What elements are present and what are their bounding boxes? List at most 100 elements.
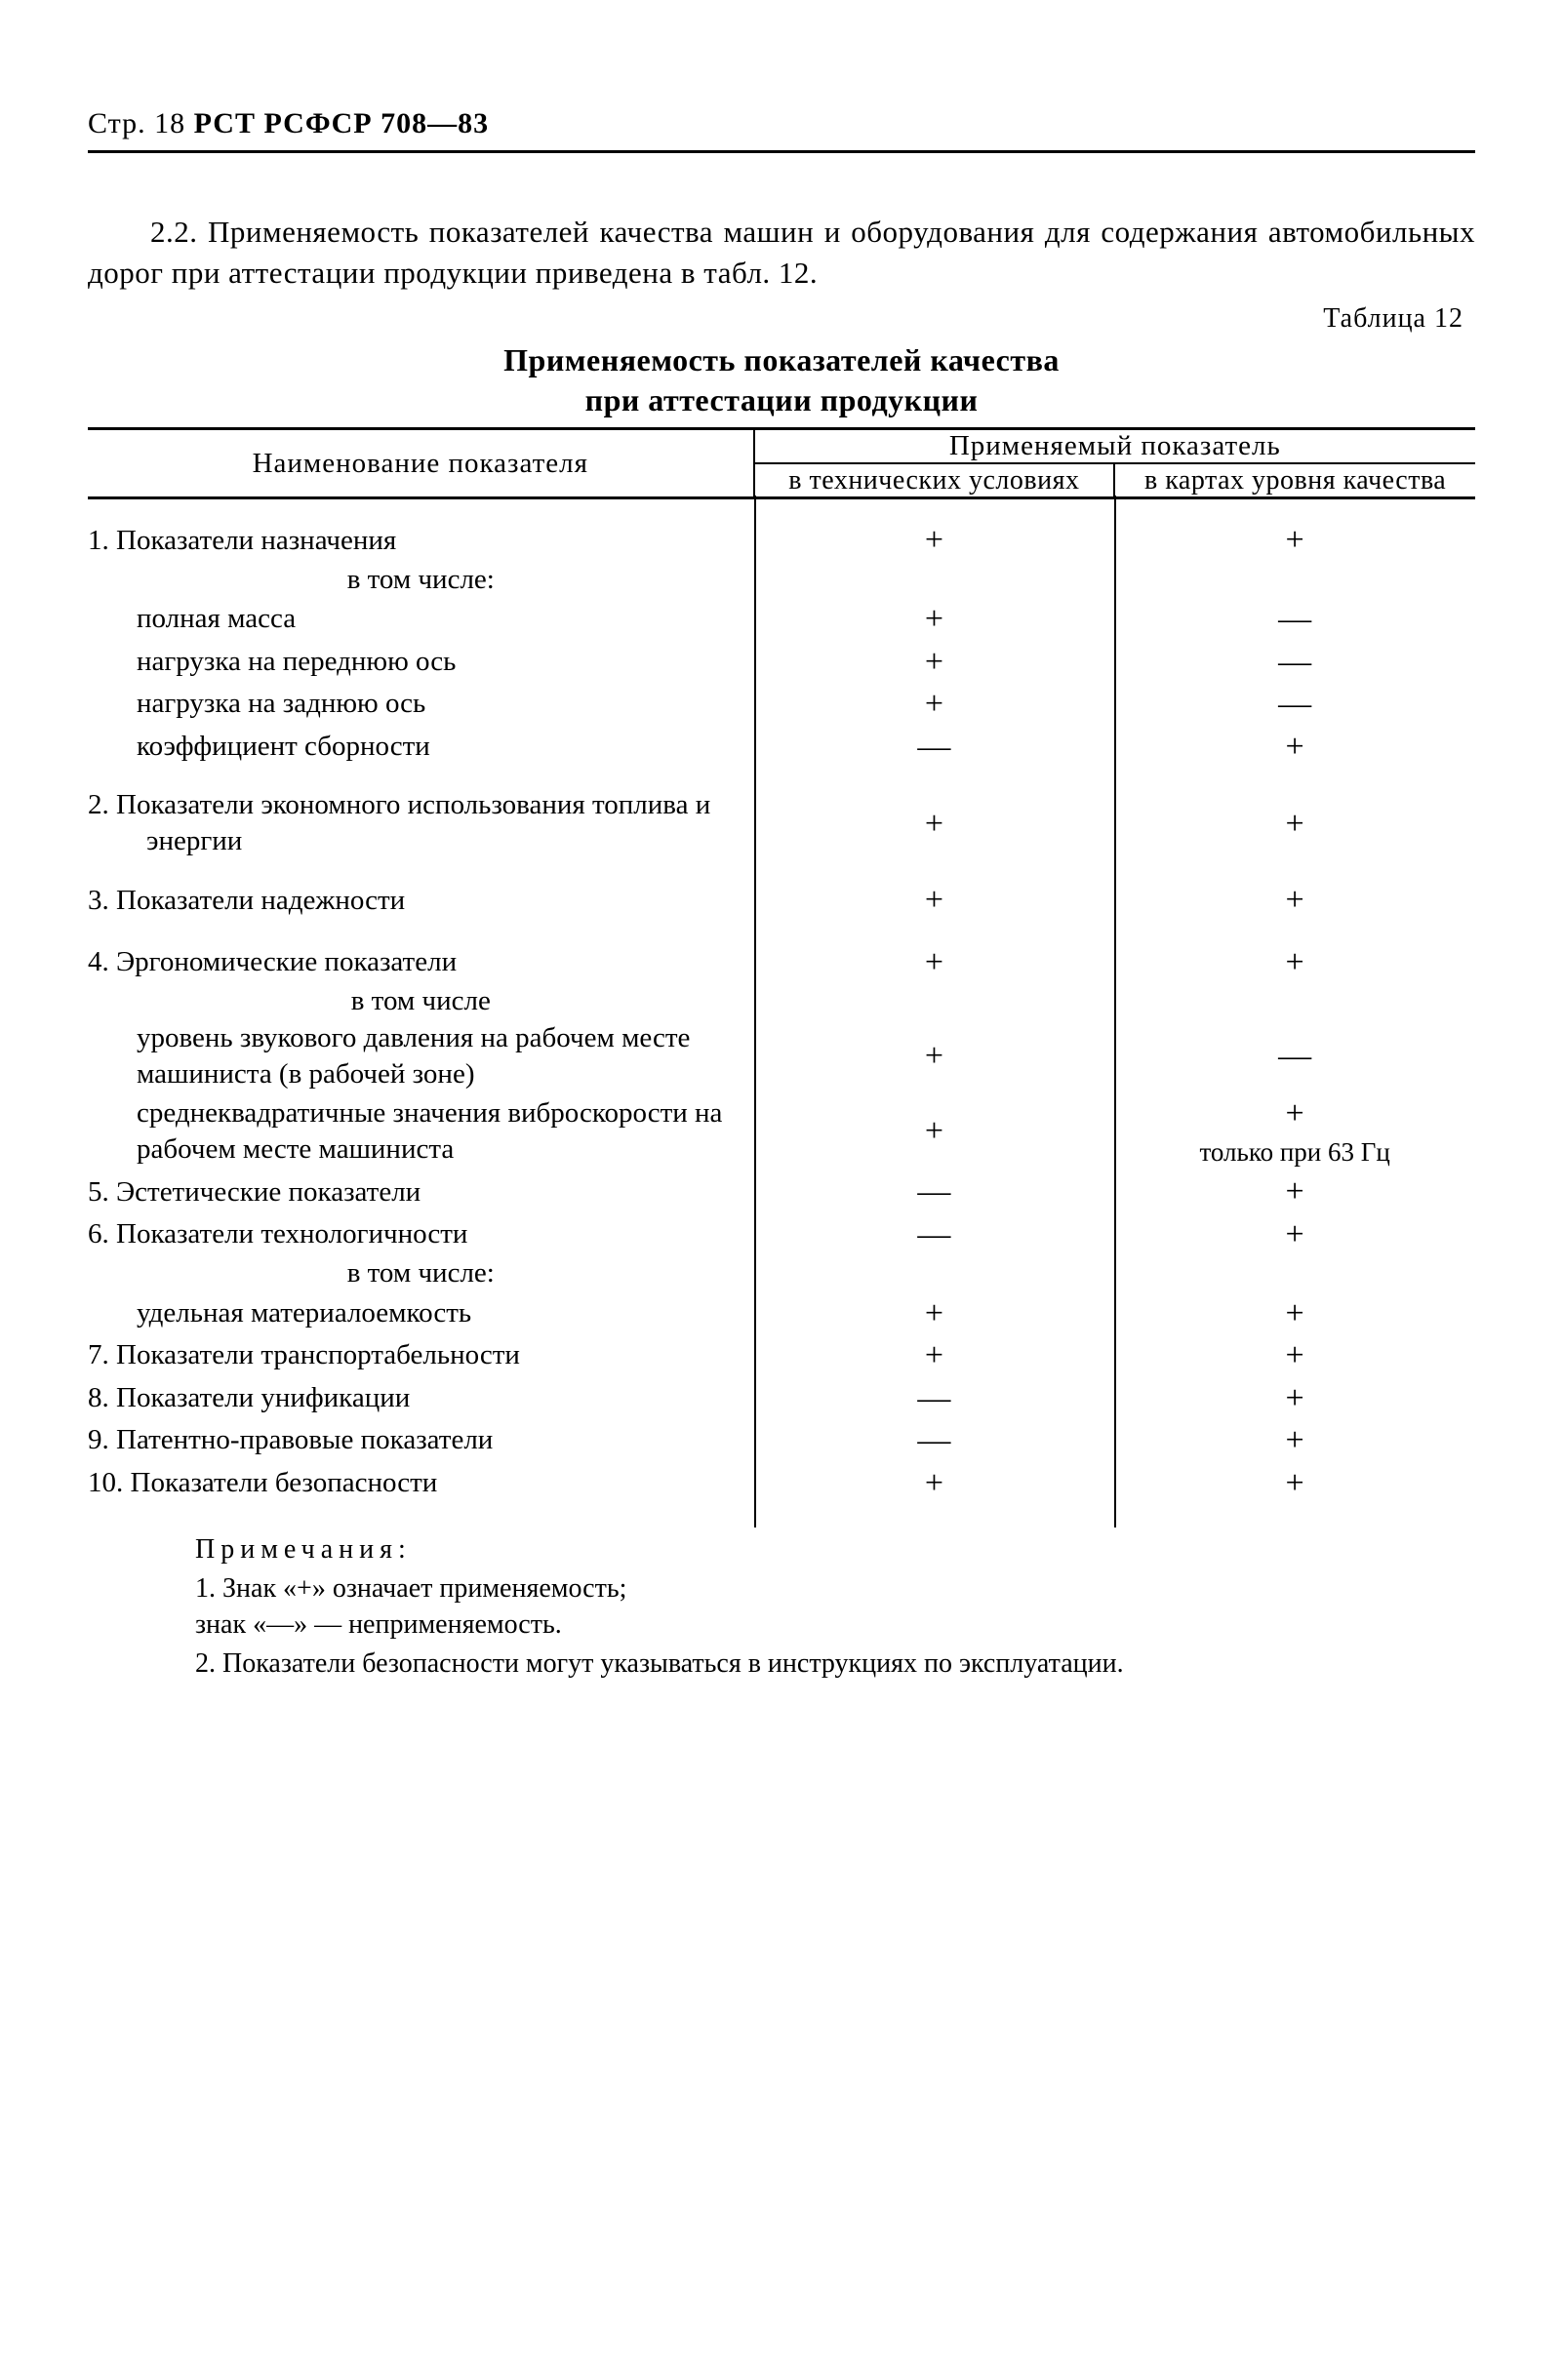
table-row: 10. Показатели безопасности++ — [88, 1462, 1475, 1505]
cell-quality-cards: + — [1114, 1377, 1475, 1420]
standard-code: РСТ РСФСР 708—83 — [194, 107, 489, 139]
cell-tech-conditions: + — [754, 641, 1115, 684]
cell-tech-conditions: — — [754, 1377, 1115, 1420]
indicator-name: 7. Показатели транспортабельности — [88, 1334, 754, 1377]
cell-quality-cards: +только при 63 Гц — [1114, 1092, 1475, 1171]
cell-quality-cards: + — [1114, 519, 1475, 562]
cell-quality-cards: — — [1114, 598, 1475, 641]
note-1a: 1. Знак «+» означает применяемость; — [88, 1570, 1475, 1607]
cell-tech-conditions: + — [754, 879, 1115, 922]
table-row: 5. Эстетические показатели—+ — [88, 1170, 1475, 1213]
cell-quality-cards: + — [1114, 1462, 1475, 1505]
table-title-line1: Применяемость показателей качества — [503, 342, 1060, 377]
table-row: в том числе: — [88, 562, 1475, 598]
table-row: в том числе: — [88, 1255, 1475, 1291]
col-header-sub2: в картах уровня качества — [1114, 463, 1475, 498]
indicator-name: нагрузка на переднюю ось — [88, 641, 754, 684]
page-prefix: Стр. 18 — [88, 107, 194, 139]
note-1b: знак «—» — неприменяемость. — [88, 1606, 1475, 1644]
indicator-name: 10. Показатели безопасности — [88, 1462, 754, 1505]
cell-quality-cards: + — [1114, 879, 1475, 922]
table-row: удельная материалоемкость++ — [88, 1292, 1475, 1335]
table-title-line2: при аттестации продукции — [585, 382, 979, 417]
indicator-name: 3. Показатели надежности — [88, 879, 754, 922]
indicator-name: 8. Показатели унификации — [88, 1377, 754, 1420]
table-row: нагрузка на заднюю ось+— — [88, 683, 1475, 726]
table-row: полная масса+— — [88, 598, 1475, 641]
cell-tech-conditions: + — [754, 598, 1115, 641]
cell-tech-conditions: — — [754, 1170, 1115, 1213]
cell-tech-conditions: + — [754, 683, 1115, 726]
table-row: нагрузка на переднюю ось+— — [88, 641, 1475, 684]
cell-tech-conditions — [754, 983, 1115, 1019]
cell-tech-conditions: + — [754, 1020, 1115, 1092]
cell-tech-conditions — [754, 562, 1115, 598]
cell-tech-conditions: — — [754, 1419, 1115, 1462]
table-row: 6. Показатели технологичности—+ — [88, 1213, 1475, 1256]
table-row: 9. Патентно-правовые показатели—+ — [88, 1419, 1475, 1462]
cell-quality-cards — [1114, 562, 1475, 598]
table-row: 4. Эргономические показатели++ — [88, 941, 1475, 984]
cell-quality-cards: + — [1114, 1213, 1475, 1256]
cell-tech-conditions: + — [754, 941, 1115, 984]
cell-quality-cards: + — [1114, 1419, 1475, 1462]
indicator-name: 4. Эргономические показатели — [88, 941, 754, 984]
cell-tech-conditions: + — [754, 787, 1115, 859]
cell-tech-conditions: + — [754, 1092, 1115, 1171]
cell-tech-conditions: — — [754, 726, 1115, 769]
table-row: 8. Показатели унификации—+ — [88, 1377, 1475, 1420]
indicator-name: 6. Показатели технологичности — [88, 1213, 754, 1256]
cell-quality-cards: — — [1114, 641, 1475, 684]
intro-paragraph: 2.2. Применяемость показателей качества … — [88, 212, 1475, 294]
note-2: 2. Показатели безопасности могут указыва… — [88, 1646, 1475, 1683]
cell-tech-conditions: — — [754, 1213, 1115, 1256]
cell-quality-cards — [1114, 1255, 1475, 1291]
cell-tech-conditions: + — [754, 1292, 1115, 1335]
col-header-group: Применяемый показатель — [754, 428, 1475, 463]
indicator-name: удельная материалоемкость — [88, 1292, 754, 1335]
table-row — [88, 922, 1475, 941]
table-row — [88, 768, 1475, 787]
table-row: среднеквадратичные значения виброскорост… — [88, 1092, 1475, 1171]
table-row: 1. Показатели назначения++ — [88, 519, 1475, 562]
indicator-name: нагрузка на заднюю ось — [88, 683, 754, 726]
table-number-label: Таблица 12 — [88, 303, 1463, 335]
table-row: коэффициент сборности—+ — [88, 726, 1475, 769]
indicator-name: 9. Патентно-правовые показатели — [88, 1419, 754, 1462]
cell-quality-cards: + — [1114, 1334, 1475, 1377]
indicator-name: 1. Показатели назначения — [88, 519, 754, 562]
page: Стр. 18 РСТ РСФСР 708—83 2.2. Применяемо… — [0, 0, 1563, 1799]
cell-tech-conditions — [754, 1255, 1115, 1291]
cell-tech-conditions: + — [754, 1334, 1115, 1377]
cell-quality-cards: + — [1114, 787, 1475, 859]
indicator-name: коэффициент сборности — [88, 726, 754, 769]
cell-tech-conditions: + — [754, 1462, 1115, 1505]
cell-quality-cards — [1114, 983, 1475, 1019]
indicator-name: 5. Эстетические показатели — [88, 1170, 754, 1213]
table-title: Применяемость показателей качества при а… — [88, 340, 1475, 421]
table-row: 3. Показатели надежности++ — [88, 879, 1475, 922]
table-body: 1. Показатели назначения++в том числе:по… — [88, 498, 1475, 1524]
table-row: 2. Показатели экономного использо­вания … — [88, 787, 1475, 859]
table-head: Наименование показателя Применяемый пока… — [88, 428, 1475, 498]
cell-quality-cards: — — [1114, 1020, 1475, 1092]
indicator-name: в том числе: — [88, 562, 754, 598]
col-header-sub1: в технических условиях — [754, 463, 1115, 498]
indicator-name: 2. Показатели экономного использо­вания … — [88, 787, 754, 859]
cell-quality-cards: + — [1114, 1292, 1475, 1335]
cell-quality-cards: — — [1114, 683, 1475, 726]
cell-quality-cards: + — [1114, 941, 1475, 984]
table-row — [88, 859, 1475, 879]
cell-quality-cards: + — [1114, 1170, 1475, 1213]
notes: Примечания: 1. Знак «+» означает применя… — [88, 1531, 1475, 1682]
quality-table: Наименование показателя Применяемый пока… — [88, 427, 1475, 1524]
indicator-name: в том числе — [88, 983, 754, 1019]
page-header: Стр. 18 РСТ РСФСР 708—83 — [88, 107, 1475, 153]
indicator-name: в том числе: — [88, 1255, 754, 1291]
cell-tech-conditions: + — [754, 519, 1115, 562]
indicator-name: полная масса — [88, 598, 754, 641]
col-header-name: Наименование показателя — [88, 428, 754, 498]
table-row: в том числе — [88, 983, 1475, 1019]
table-row: уровень звукового давления на рабочем ме… — [88, 1020, 1475, 1092]
table-row — [88, 1504, 1475, 1524]
